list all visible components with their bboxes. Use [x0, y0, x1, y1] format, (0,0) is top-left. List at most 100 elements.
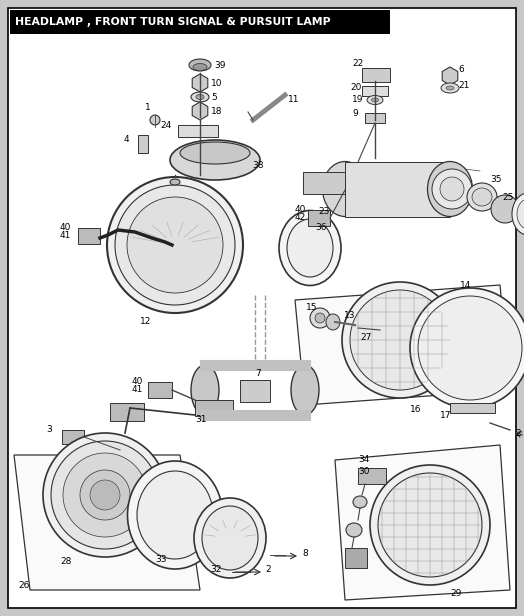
FancyBboxPatch shape	[303, 172, 345, 194]
Text: 19: 19	[352, 95, 364, 105]
FancyBboxPatch shape	[195, 400, 233, 416]
Ellipse shape	[127, 461, 223, 569]
Ellipse shape	[137, 471, 213, 559]
FancyBboxPatch shape	[138, 135, 148, 153]
Text: 40: 40	[132, 378, 144, 386]
FancyBboxPatch shape	[10, 10, 390, 34]
Ellipse shape	[191, 92, 209, 102]
FancyBboxPatch shape	[8, 8, 516, 608]
Text: 8: 8	[302, 548, 308, 557]
Circle shape	[43, 433, 167, 557]
FancyBboxPatch shape	[345, 548, 367, 568]
Text: 40: 40	[295, 206, 307, 214]
Circle shape	[378, 473, 482, 577]
Circle shape	[90, 480, 120, 510]
Text: 18: 18	[211, 107, 223, 116]
Ellipse shape	[472, 188, 492, 206]
Ellipse shape	[287, 219, 333, 277]
Ellipse shape	[189, 59, 211, 71]
Circle shape	[342, 282, 458, 398]
Ellipse shape	[196, 94, 204, 100]
Text: 15: 15	[306, 302, 318, 312]
Ellipse shape	[291, 365, 319, 415]
Ellipse shape	[180, 142, 250, 164]
FancyBboxPatch shape	[78, 228, 100, 244]
FancyBboxPatch shape	[110, 403, 144, 421]
Circle shape	[107, 177, 243, 313]
Text: 17: 17	[440, 411, 452, 421]
Ellipse shape	[512, 193, 524, 235]
FancyBboxPatch shape	[345, 162, 450, 217]
Text: 20: 20	[350, 84, 362, 92]
Circle shape	[63, 453, 147, 537]
FancyBboxPatch shape	[365, 113, 385, 123]
Polygon shape	[442, 67, 458, 85]
Text: 9: 9	[352, 110, 358, 118]
Ellipse shape	[326, 314, 340, 330]
FancyBboxPatch shape	[358, 468, 386, 484]
Circle shape	[315, 313, 325, 323]
Circle shape	[491, 195, 519, 223]
Circle shape	[418, 296, 522, 400]
Circle shape	[127, 197, 223, 293]
Text: 39: 39	[214, 60, 225, 70]
Text: HEADLAMP , FRONT TURN SIGNAL & PURSUIT LAMP: HEADLAMP , FRONT TURN SIGNAL & PURSUIT L…	[15, 17, 331, 27]
Ellipse shape	[428, 161, 473, 216]
Text: 38: 38	[252, 161, 264, 169]
Ellipse shape	[170, 140, 260, 180]
FancyBboxPatch shape	[148, 382, 172, 398]
Text: 16: 16	[410, 405, 421, 415]
Polygon shape	[295, 285, 510, 405]
Circle shape	[310, 308, 330, 328]
Ellipse shape	[191, 365, 219, 415]
FancyBboxPatch shape	[62, 430, 84, 444]
Text: 34: 34	[358, 455, 369, 464]
FancyBboxPatch shape	[240, 380, 270, 402]
Text: 32: 32	[210, 565, 221, 575]
Text: 4: 4	[124, 136, 129, 145]
Ellipse shape	[193, 63, 207, 70]
Ellipse shape	[367, 95, 383, 105]
Ellipse shape	[467, 183, 497, 211]
Text: 25: 25	[502, 192, 514, 201]
Circle shape	[80, 470, 130, 520]
Text: 2: 2	[265, 565, 270, 575]
Ellipse shape	[346, 523, 362, 537]
Text: 30: 30	[358, 468, 369, 477]
Circle shape	[350, 290, 450, 390]
Text: 3: 3	[46, 426, 52, 434]
Text: 7: 7	[255, 368, 261, 378]
Text: 12: 12	[140, 317, 151, 325]
Text: 6: 6	[458, 65, 464, 75]
Text: 2: 2	[515, 429, 521, 437]
Circle shape	[440, 177, 464, 201]
Circle shape	[115, 185, 235, 305]
Polygon shape	[192, 102, 208, 120]
Ellipse shape	[441, 83, 459, 93]
Ellipse shape	[446, 86, 454, 90]
Polygon shape	[192, 74, 208, 92]
Text: 14: 14	[460, 280, 472, 290]
Text: 36: 36	[315, 222, 326, 232]
Ellipse shape	[517, 199, 524, 229]
Circle shape	[51, 441, 159, 549]
Circle shape	[370, 465, 490, 585]
Text: 27: 27	[360, 333, 372, 342]
Text: 10: 10	[211, 78, 223, 87]
FancyBboxPatch shape	[308, 210, 330, 226]
Text: 35: 35	[490, 174, 501, 184]
Ellipse shape	[322, 161, 367, 216]
Text: 23: 23	[318, 208, 330, 216]
Text: 28: 28	[60, 557, 71, 567]
Text: 22: 22	[352, 59, 363, 68]
Text: 11: 11	[288, 95, 300, 105]
Text: 24: 24	[160, 121, 171, 129]
Circle shape	[150, 115, 160, 125]
Text: 29: 29	[450, 588, 461, 598]
FancyBboxPatch shape	[362, 86, 388, 96]
Ellipse shape	[279, 211, 341, 285]
Ellipse shape	[353, 496, 367, 508]
FancyBboxPatch shape	[178, 125, 218, 137]
Polygon shape	[14, 455, 200, 590]
FancyBboxPatch shape	[362, 68, 390, 82]
